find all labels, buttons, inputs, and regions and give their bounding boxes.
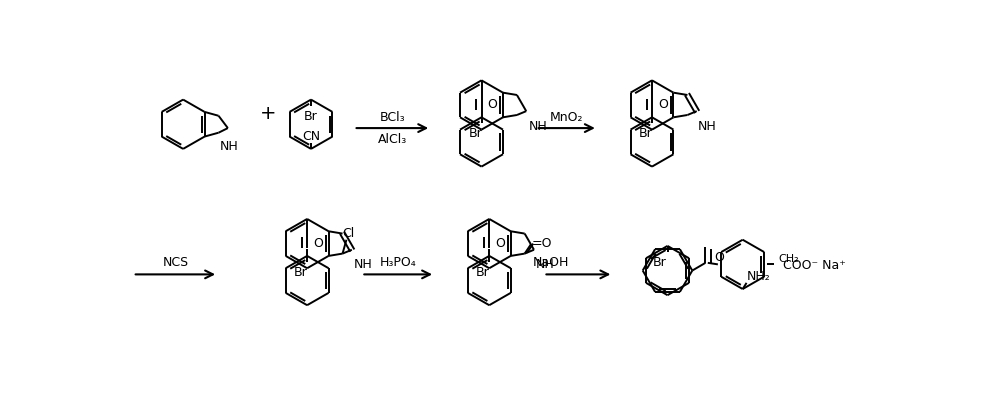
Text: O: O bbox=[487, 98, 497, 111]
Text: O: O bbox=[495, 236, 505, 249]
Text: Cl: Cl bbox=[343, 226, 355, 239]
Text: NH: NH bbox=[528, 119, 547, 132]
Text: O: O bbox=[658, 98, 668, 111]
Text: NH: NH bbox=[220, 139, 239, 152]
Text: +: + bbox=[260, 104, 277, 123]
Text: CH₂: CH₂ bbox=[779, 253, 799, 263]
Text: BCl₃: BCl₃ bbox=[380, 111, 405, 124]
Text: AlCl₃: AlCl₃ bbox=[378, 132, 407, 145]
Text: COO⁻ Na⁺: COO⁻ Na⁺ bbox=[783, 258, 845, 271]
Text: H₃PO₄: H₃PO₄ bbox=[380, 255, 417, 268]
Text: O: O bbox=[714, 251, 724, 263]
Text: NH: NH bbox=[698, 119, 717, 132]
Text: =O: =O bbox=[531, 236, 552, 249]
Text: Br: Br bbox=[294, 265, 308, 278]
Text: O: O bbox=[313, 236, 323, 249]
Text: NH: NH bbox=[535, 257, 554, 270]
Text: Br: Br bbox=[476, 265, 490, 278]
Text: NH₂: NH₂ bbox=[746, 269, 770, 282]
Text: MnO₂: MnO₂ bbox=[550, 111, 584, 124]
Text: Br: Br bbox=[653, 255, 667, 268]
Text: NCS: NCS bbox=[162, 255, 188, 268]
Text: Br: Br bbox=[639, 127, 653, 140]
Text: Br: Br bbox=[304, 109, 318, 122]
Text: Br: Br bbox=[468, 127, 482, 140]
Text: NH: NH bbox=[353, 257, 372, 270]
Text: NaOH: NaOH bbox=[533, 255, 569, 268]
Text: CN: CN bbox=[302, 129, 320, 142]
